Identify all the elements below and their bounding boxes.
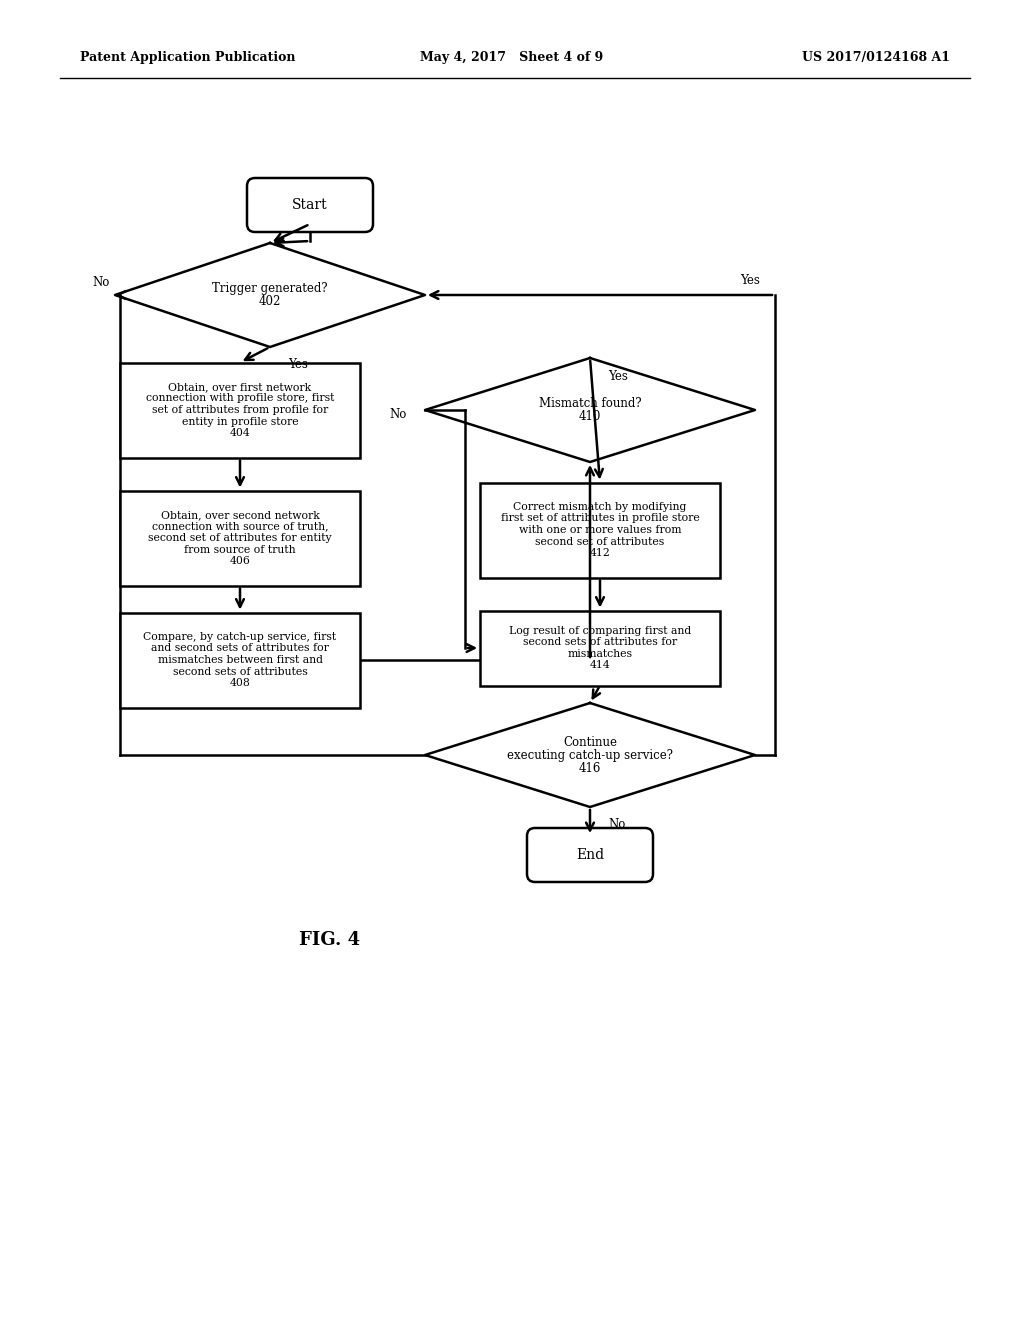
Text: FIG. 4: FIG. 4 (299, 931, 360, 949)
Text: 402: 402 (259, 294, 282, 308)
Text: Mismatch found?: Mismatch found? (539, 397, 641, 411)
Text: executing catch-up service?: executing catch-up service? (507, 748, 673, 762)
Bar (120, 491, 360, 586)
Text: US 2017/0124168 A1: US 2017/0124168 A1 (802, 51, 950, 65)
Text: Yes: Yes (608, 370, 628, 383)
Text: Continue: Continue (563, 735, 617, 748)
Text: Trigger generated?: Trigger generated? (212, 282, 328, 294)
Bar (480, 483, 720, 578)
Text: Yes: Yes (740, 273, 760, 286)
Bar (480, 610, 720, 685)
Text: Obtain, over first network
connection with profile store, first
set of attribute: Obtain, over first network connection wi… (145, 381, 334, 438)
Text: Correct mismatch by modifying
first set of attributes in profile store
with one : Correct mismatch by modifying first set … (501, 502, 699, 558)
Bar (120, 612, 360, 708)
Text: No: No (92, 276, 110, 289)
FancyBboxPatch shape (527, 828, 653, 882)
Text: No: No (389, 408, 407, 421)
Text: Compare, by catch-up service, first
and second sets of attributes for
mismatches: Compare, by catch-up service, first and … (143, 632, 337, 688)
Text: 416: 416 (579, 762, 601, 775)
Text: Obtain, over second network
connection with source of truth,
second set of attri: Obtain, over second network connection w… (148, 510, 332, 566)
Text: Patent Application Publication: Patent Application Publication (80, 51, 296, 65)
FancyBboxPatch shape (247, 178, 373, 232)
Text: 410: 410 (579, 411, 601, 422)
Text: No: No (608, 818, 626, 832)
Text: Start: Start (292, 198, 328, 213)
Text: Log result of comparing first and
second sets of attributes for
mismatches
414: Log result of comparing first and second… (509, 626, 691, 671)
Text: Yes: Yes (288, 359, 308, 371)
Text: May 4, 2017   Sheet 4 of 9: May 4, 2017 Sheet 4 of 9 (421, 51, 603, 65)
Text: End: End (575, 847, 604, 862)
Bar (120, 363, 360, 458)
